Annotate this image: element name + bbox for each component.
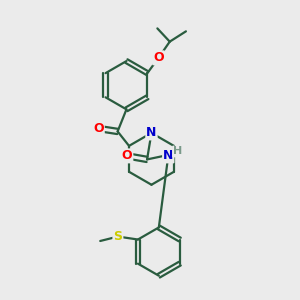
Text: N: N	[146, 126, 157, 140]
Text: O: O	[153, 51, 164, 64]
Text: S: S	[113, 230, 122, 243]
Text: H: H	[173, 146, 182, 157]
Text: N: N	[163, 149, 173, 162]
Text: O: O	[93, 122, 104, 135]
Text: O: O	[122, 149, 132, 162]
